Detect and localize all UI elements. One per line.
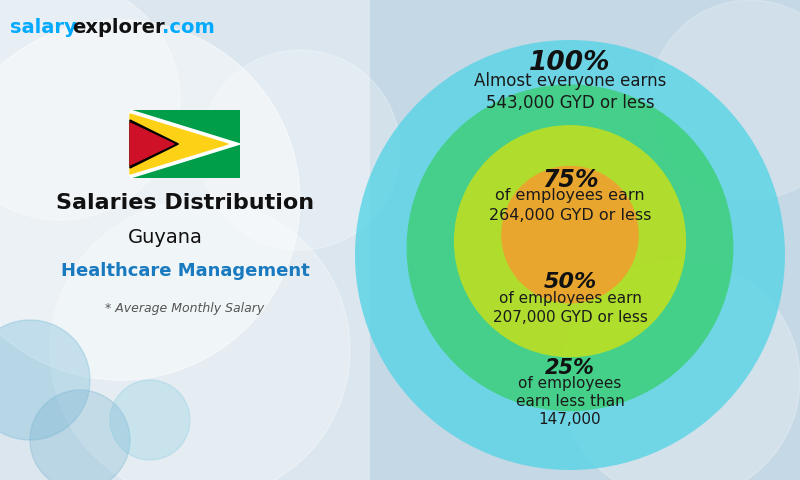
- Circle shape: [355, 40, 785, 470]
- Circle shape: [0, 0, 180, 220]
- Text: 100%: 100%: [530, 50, 610, 76]
- Text: 264,000 GYD or less: 264,000 GYD or less: [489, 208, 651, 223]
- Text: 147,000: 147,000: [538, 412, 602, 427]
- Bar: [130, 110, 240, 178]
- Text: Almost everyone earns: Almost everyone earns: [474, 72, 666, 90]
- Circle shape: [200, 50, 400, 250]
- Circle shape: [560, 260, 800, 480]
- Text: Healthcare Management: Healthcare Management: [61, 262, 310, 280]
- Text: 207,000 GYD or less: 207,000 GYD or less: [493, 310, 647, 325]
- Text: salary: salary: [10, 18, 77, 37]
- Text: earn less than: earn less than: [516, 394, 624, 409]
- Circle shape: [650, 0, 800, 200]
- Circle shape: [406, 84, 734, 411]
- Text: explorer: explorer: [72, 18, 165, 37]
- Text: 50%: 50%: [543, 272, 597, 292]
- Text: of employees earn: of employees earn: [498, 291, 642, 306]
- Circle shape: [0, 20, 300, 380]
- Polygon shape: [130, 120, 178, 168]
- Circle shape: [501, 166, 638, 303]
- Circle shape: [30, 390, 130, 480]
- Bar: [0, 0, 370, 480]
- Text: of employees: of employees: [518, 376, 622, 391]
- Text: 25%: 25%: [545, 358, 595, 378]
- Circle shape: [110, 380, 190, 460]
- Text: .com: .com: [162, 18, 214, 37]
- Circle shape: [0, 320, 90, 440]
- Text: 75%: 75%: [542, 168, 598, 192]
- Text: Guyana: Guyana: [127, 228, 202, 247]
- Polygon shape: [130, 110, 240, 178]
- Text: of employees earn: of employees earn: [495, 188, 645, 203]
- Circle shape: [454, 125, 686, 357]
- Circle shape: [50, 200, 350, 480]
- Text: Salaries Distribution: Salaries Distribution: [56, 193, 314, 213]
- Polygon shape: [130, 114, 228, 174]
- Text: * Average Monthly Salary: * Average Monthly Salary: [106, 302, 265, 315]
- Polygon shape: [130, 123, 174, 165]
- Text: 543,000 GYD or less: 543,000 GYD or less: [486, 94, 654, 112]
